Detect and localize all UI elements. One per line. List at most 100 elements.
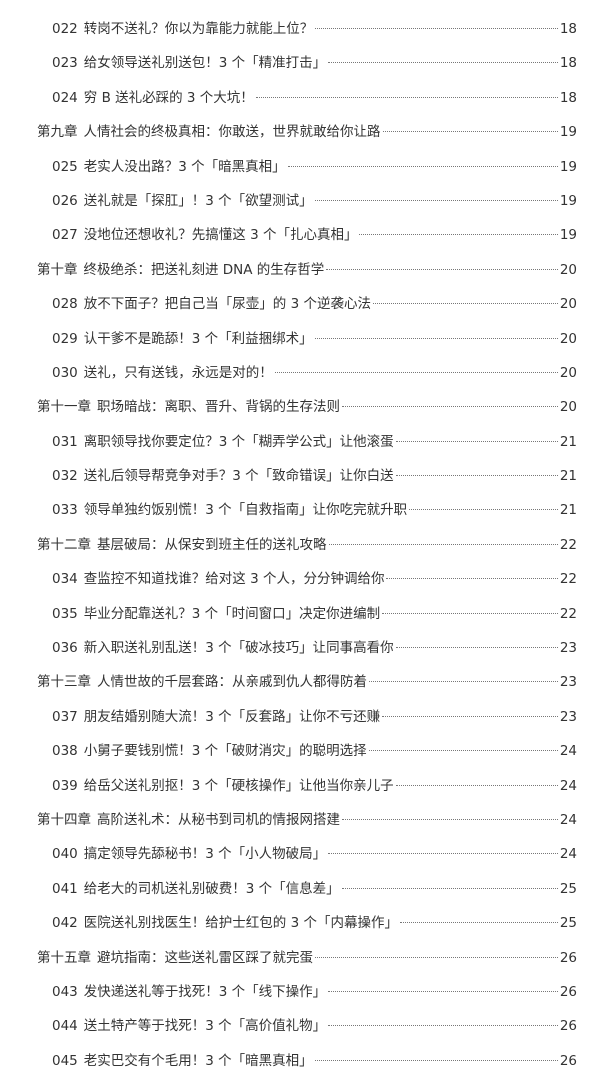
entry-title: 没地位还想收礼？先搞懂这 3 个「扎心真相」 bbox=[83, 227, 358, 244]
entry-number: 029 bbox=[52, 330, 78, 347]
page-number: 23 bbox=[559, 674, 577, 691]
page-number: 20 bbox=[559, 364, 577, 381]
toc-chapter-entry[interactable]: 第十一章 职场暗战：离职、晋升、背锅的生存法则 20 bbox=[0, 390, 609, 424]
entry-number: 031 bbox=[52, 433, 78, 450]
toc-chapter-entry[interactable]: 第九章 人情社会的终极真相：你敢送，世界就敢给你让路 19 bbox=[0, 115, 609, 149]
toc-section-entry[interactable]: 037 朋友结婚别随大流！3 个「反套路」让你不亏还赚 23 bbox=[0, 700, 609, 734]
toc-chapter-entry[interactable]: 第十二章 基层破局：从保安到班主任的送礼攻略 22 bbox=[0, 528, 609, 562]
toc-section-entry[interactable]: 034 查监控不知道找谁？给对这 3 个人，分分钟调给你 22 bbox=[0, 562, 609, 596]
entry-title: 送土特产等于找死！3 个「高价值礼物」 bbox=[83, 1018, 327, 1035]
leader-dots bbox=[395, 784, 558, 786]
leader-dots bbox=[287, 165, 558, 167]
entry-title: 穷 B 送礼必踩的 3 个大坑！ bbox=[83, 89, 254, 106]
entry-number: 042 bbox=[52, 915, 78, 932]
entry-title: 老实人没出路？3 个「暗黑真相」 bbox=[83, 158, 286, 175]
entry-title: 搞定领导先舔秘书！3 个「小人物破局」 bbox=[83, 846, 327, 863]
toc-section-entry[interactable]: 025 老实人没出路？3 个「暗黑真相」 19 bbox=[0, 150, 609, 184]
entry-title: 转岗不送礼？你以为靠能力就能上位？ bbox=[83, 21, 314, 37]
entry-title: 终极绝杀：把送礼刻进 DNA 的生存哲学 bbox=[83, 261, 325, 278]
leader-dots bbox=[342, 406, 558, 408]
leader-dots bbox=[315, 956, 558, 958]
page-number: 21 bbox=[559, 433, 577, 450]
entry-title: 发快递送礼等于找死！3 个「线下操作」 bbox=[83, 983, 327, 1000]
leader-dots bbox=[382, 131, 558, 133]
leader-dots bbox=[255, 96, 558, 98]
leader-dots bbox=[274, 371, 558, 373]
toc-chapter-entry[interactable]: 第十章 终极绝杀：把送礼刻进 DNA 的生存哲学 20 bbox=[0, 253, 609, 287]
entry-title: 老实巴交有个毛用！3 个「暗黑真相」 bbox=[83, 1052, 313, 1069]
table-of-contents: 022 转岗不送礼？你以为靠能力就能上位？ 18 023 给女领导送礼别送包！3 个「精… bbox=[0, 12, 609, 1078]
entry-number: 028 bbox=[52, 296, 78, 313]
entry-title: 给岳父送礼别抠！3 个「硬核操作」让他当你亲儿子 bbox=[83, 777, 394, 794]
toc-section-entry[interactable]: 039 给岳父送礼别抠！3 个「硬核操作」让他当你亲儿子 24 bbox=[0, 769, 609, 803]
entry-number: 第十五章 bbox=[37, 949, 91, 966]
toc-section-entry[interactable]: 027 没地位还想收礼？先搞懂这 3 个「扎心真相」 19 bbox=[0, 218, 609, 252]
toc-chapter-entry[interactable]: 第十三章 人情世故的千层套路：从亲戚到仇人都得防着 23 bbox=[0, 665, 609, 699]
entry-number: 026 bbox=[52, 192, 78, 209]
toc-section-entry[interactable]: 041 给老大的司机送礼别破费！3 个「信息差」 25 bbox=[0, 872, 609, 906]
toc-section-entry[interactable]: 045 老实巴交有个毛用！3 个「暗黑真相」 26 bbox=[0, 1044, 609, 1078]
entry-number: 043 bbox=[52, 983, 78, 1000]
toc-chapter-entry[interactable]: 第十五章 避坑指南：这些送礼雷区踩了就完蛋 26 bbox=[0, 941, 609, 975]
leader-dots bbox=[314, 199, 558, 201]
leader-dots bbox=[326, 268, 558, 270]
page-number: 24 bbox=[559, 811, 577, 828]
page-number: 19 bbox=[559, 124, 577, 141]
leader-dots bbox=[342, 818, 558, 820]
toc-section-entry[interactable]: 030 送礼，只有送钱，永远是对的！ 20 bbox=[0, 356, 609, 390]
page-number: 25 bbox=[559, 915, 577, 932]
toc-section-entry[interactable]: 042 医院送礼别找医生！给护士红包的 3 个「内幕操作」 25 bbox=[0, 906, 609, 940]
entry-title: 职场暗战：离职、晋升、背锅的生存法则 bbox=[97, 399, 340, 416]
toc-section-entry[interactable]: 043 发快递送礼等于找死！3 个「线下操作」 26 bbox=[0, 975, 609, 1009]
toc-section-entry[interactable]: 032 送礼后领导帮竞争对手？3 个「致命错误」让你白送 21 bbox=[0, 459, 609, 493]
toc-chapter-entry[interactable]: 第十四章 高阶送礼术：从秘书到司机的情报网搭建 24 bbox=[0, 803, 609, 837]
toc-section-entry[interactable]: 028 放不下面子？把自己当「尿壶」的 3 个逆袭心法 20 bbox=[0, 287, 609, 321]
toc-section-entry[interactable]: 026 送礼就是「探肛」！3 个「欲望测试」 19 bbox=[0, 184, 609, 218]
toc-section-entry[interactable]: 036 新入职送礼别乱送！3 个「破冰技巧」让同事高看你 23 bbox=[0, 631, 609, 665]
toc-section-entry[interactable]: 022 转岗不送礼？你以为靠能力就能上位？ 18 bbox=[0, 12, 609, 46]
leader-dots bbox=[372, 303, 558, 305]
entry-title: 查监控不知道找谁？给对这 3 个人，分分钟调给你 bbox=[83, 571, 385, 588]
entry-number: 037 bbox=[52, 708, 78, 725]
toc-section-entry[interactable]: 035 毕业分配靠送礼？3 个「时间窗口」决定你进编制 22 bbox=[0, 597, 609, 631]
entry-number: 032 bbox=[52, 468, 78, 485]
entry-number: 036 bbox=[52, 640, 78, 657]
entry-title: 给老大的司机送礼别破费！3 个「信息差」 bbox=[83, 880, 340, 897]
entry-title: 毕业分配靠送礼？3 个「时间窗口」决定你进编制 bbox=[83, 605, 381, 622]
entry-number: 033 bbox=[52, 502, 78, 519]
toc-section-entry[interactable]: 044 送土特产等于找死！3 个「高价值礼物」 26 bbox=[0, 1009, 609, 1043]
entry-title: 送礼后领导帮竞争对手？3 个「致命错误」让你白送 bbox=[83, 468, 394, 485]
entry-number: 第十一章 bbox=[37, 399, 91, 416]
entry-title: 领导单独约饭别慌！3 个「自救指南」让你吃完就升职 bbox=[83, 502, 408, 519]
toc-section-entry[interactable]: 029 认干爹不是跪舔！3 个「利益捆绑术」 20 bbox=[0, 322, 609, 356]
entry-number: 041 bbox=[52, 880, 78, 897]
toc-section-entry[interactable]: 033 领导单独约饭别慌！3 个「自救指南」让你吃完就升职 21 bbox=[0, 493, 609, 527]
entry-number: 第十三章 bbox=[37, 674, 91, 691]
entry-title: 高阶送礼术：从秘书到司机的情报网搭建 bbox=[97, 811, 340, 828]
page-number: 20 bbox=[559, 261, 577, 278]
page-number: 21 bbox=[559, 468, 577, 485]
toc-section-entry[interactable]: 031 离职领导找你要定位？3 个「糊弄学公式」让他滚蛋 21 bbox=[0, 425, 609, 459]
entry-number: 035 bbox=[52, 605, 78, 622]
leader-dots bbox=[328, 990, 558, 992]
entry-number: 039 bbox=[52, 777, 78, 794]
entry-number: 025 bbox=[52, 158, 78, 175]
entry-number: 034 bbox=[52, 571, 78, 588]
page-number: 24 bbox=[559, 777, 577, 794]
toc-section-entry[interactable]: 038 小舅子要钱别慌！3 个「破财消灾」的聪明选择 24 bbox=[0, 734, 609, 768]
toc-section-entry[interactable]: 024 穷 B 送礼必踩的 3 个大坑！ 18 bbox=[0, 81, 609, 115]
entry-number: 第十章 bbox=[37, 261, 78, 278]
page-number: 22 bbox=[559, 571, 577, 588]
entry-number: 024 bbox=[52, 89, 78, 106]
leader-dots bbox=[314, 1059, 558, 1061]
leader-dots bbox=[382, 715, 558, 717]
page-number: 26 bbox=[559, 983, 577, 1000]
page-number: 19 bbox=[559, 192, 577, 209]
page-number: 25 bbox=[559, 880, 577, 897]
leader-dots bbox=[328, 62, 558, 64]
toc-section-entry[interactable]: 040 搞定领导先舔秘书！3 个「小人物破局」 24 bbox=[0, 837, 609, 871]
toc-section-entry[interactable]: 023 给女领导送礼别送包！3 个「精准打击」 18 bbox=[0, 46, 609, 80]
entry-number: 044 bbox=[52, 1018, 78, 1035]
page-number: 26 bbox=[559, 1052, 577, 1069]
page-number: 24 bbox=[559, 846, 577, 863]
